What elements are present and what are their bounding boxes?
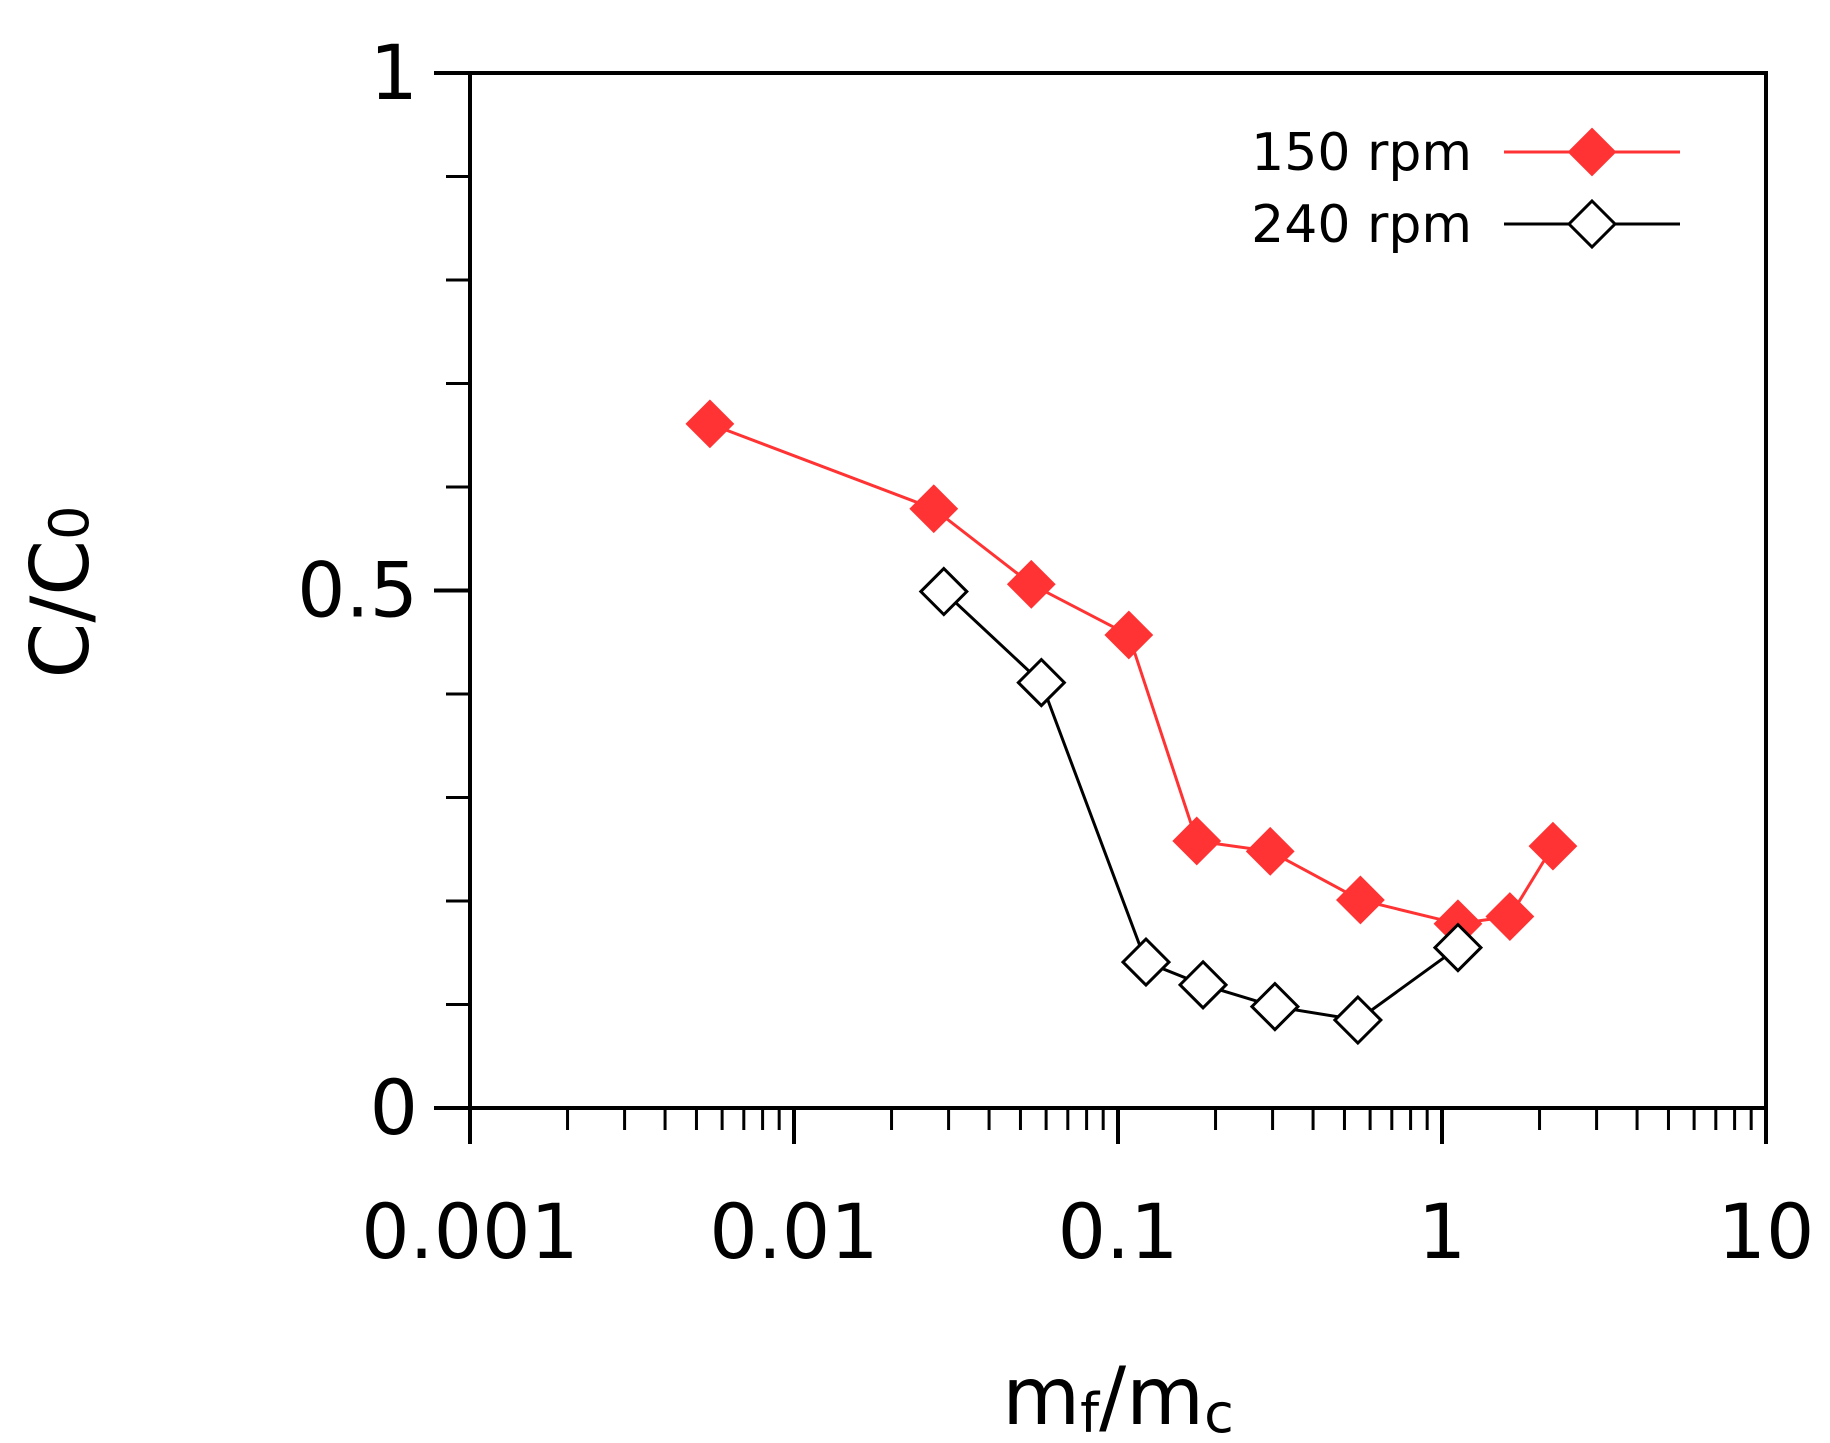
data-point [918, 566, 969, 617]
x-tick-label: 10 [1718, 1187, 1815, 1276]
y-tick-label: 1 [370, 28, 418, 117]
y-axis-title-sub: 0 [38, 505, 101, 539]
series-line [709, 422, 1555, 926]
data-point [1528, 821, 1578, 871]
x-tick-label: 0.01 [709, 1187, 878, 1276]
data-point [685, 399, 735, 449]
y-axis-title: C/C0 [14, 505, 107, 678]
x-axis-title-main: m [1002, 1350, 1080, 1443]
x-tick-label: 0.1 [1058, 1187, 1179, 1276]
data-point [1177, 959, 1229, 1010]
legend-marker [1566, 198, 1618, 250]
legend-label: 240 rpm [1251, 195, 1472, 255]
x-axis-title: mf/mc [1002, 1350, 1234, 1443]
data-point [1006, 559, 1056, 609]
data-point [1104, 610, 1154, 660]
x-axis-title-sub1: f [1080, 1382, 1101, 1443]
data-point [1485, 892, 1535, 941]
y-tick-label: 0 [370, 1063, 418, 1152]
data-point [1172, 816, 1222, 866]
legend-label: 150 rpm [1251, 123, 1472, 183]
data-point [1245, 826, 1295, 876]
legend-marker [1567, 127, 1617, 177]
series-line [942, 590, 1459, 1022]
data-point [1332, 994, 1383, 1046]
legend: 150 rpm 240 rpm [1251, 123, 1680, 255]
y-tick-label: 0.5 [297, 546, 418, 635]
series-1 [918, 566, 1484, 1046]
x-axis-title-sub2: c [1204, 1382, 1234, 1443]
data-point [1335, 875, 1385, 925]
data-point [1016, 657, 1067, 708]
y-axis-title-main: C/C [14, 540, 107, 679]
data-point [909, 484, 959, 534]
x-tick-label: 1 [1418, 1187, 1466, 1276]
data-point [1249, 981, 1301, 1032]
x-tick-label: 0.001 [361, 1187, 579, 1276]
data-point [1432, 922, 1484, 973]
data-point [1120, 936, 1172, 988]
x-axis-title-slash: /m [1099, 1350, 1204, 1443]
series-0 [685, 399, 1578, 949]
